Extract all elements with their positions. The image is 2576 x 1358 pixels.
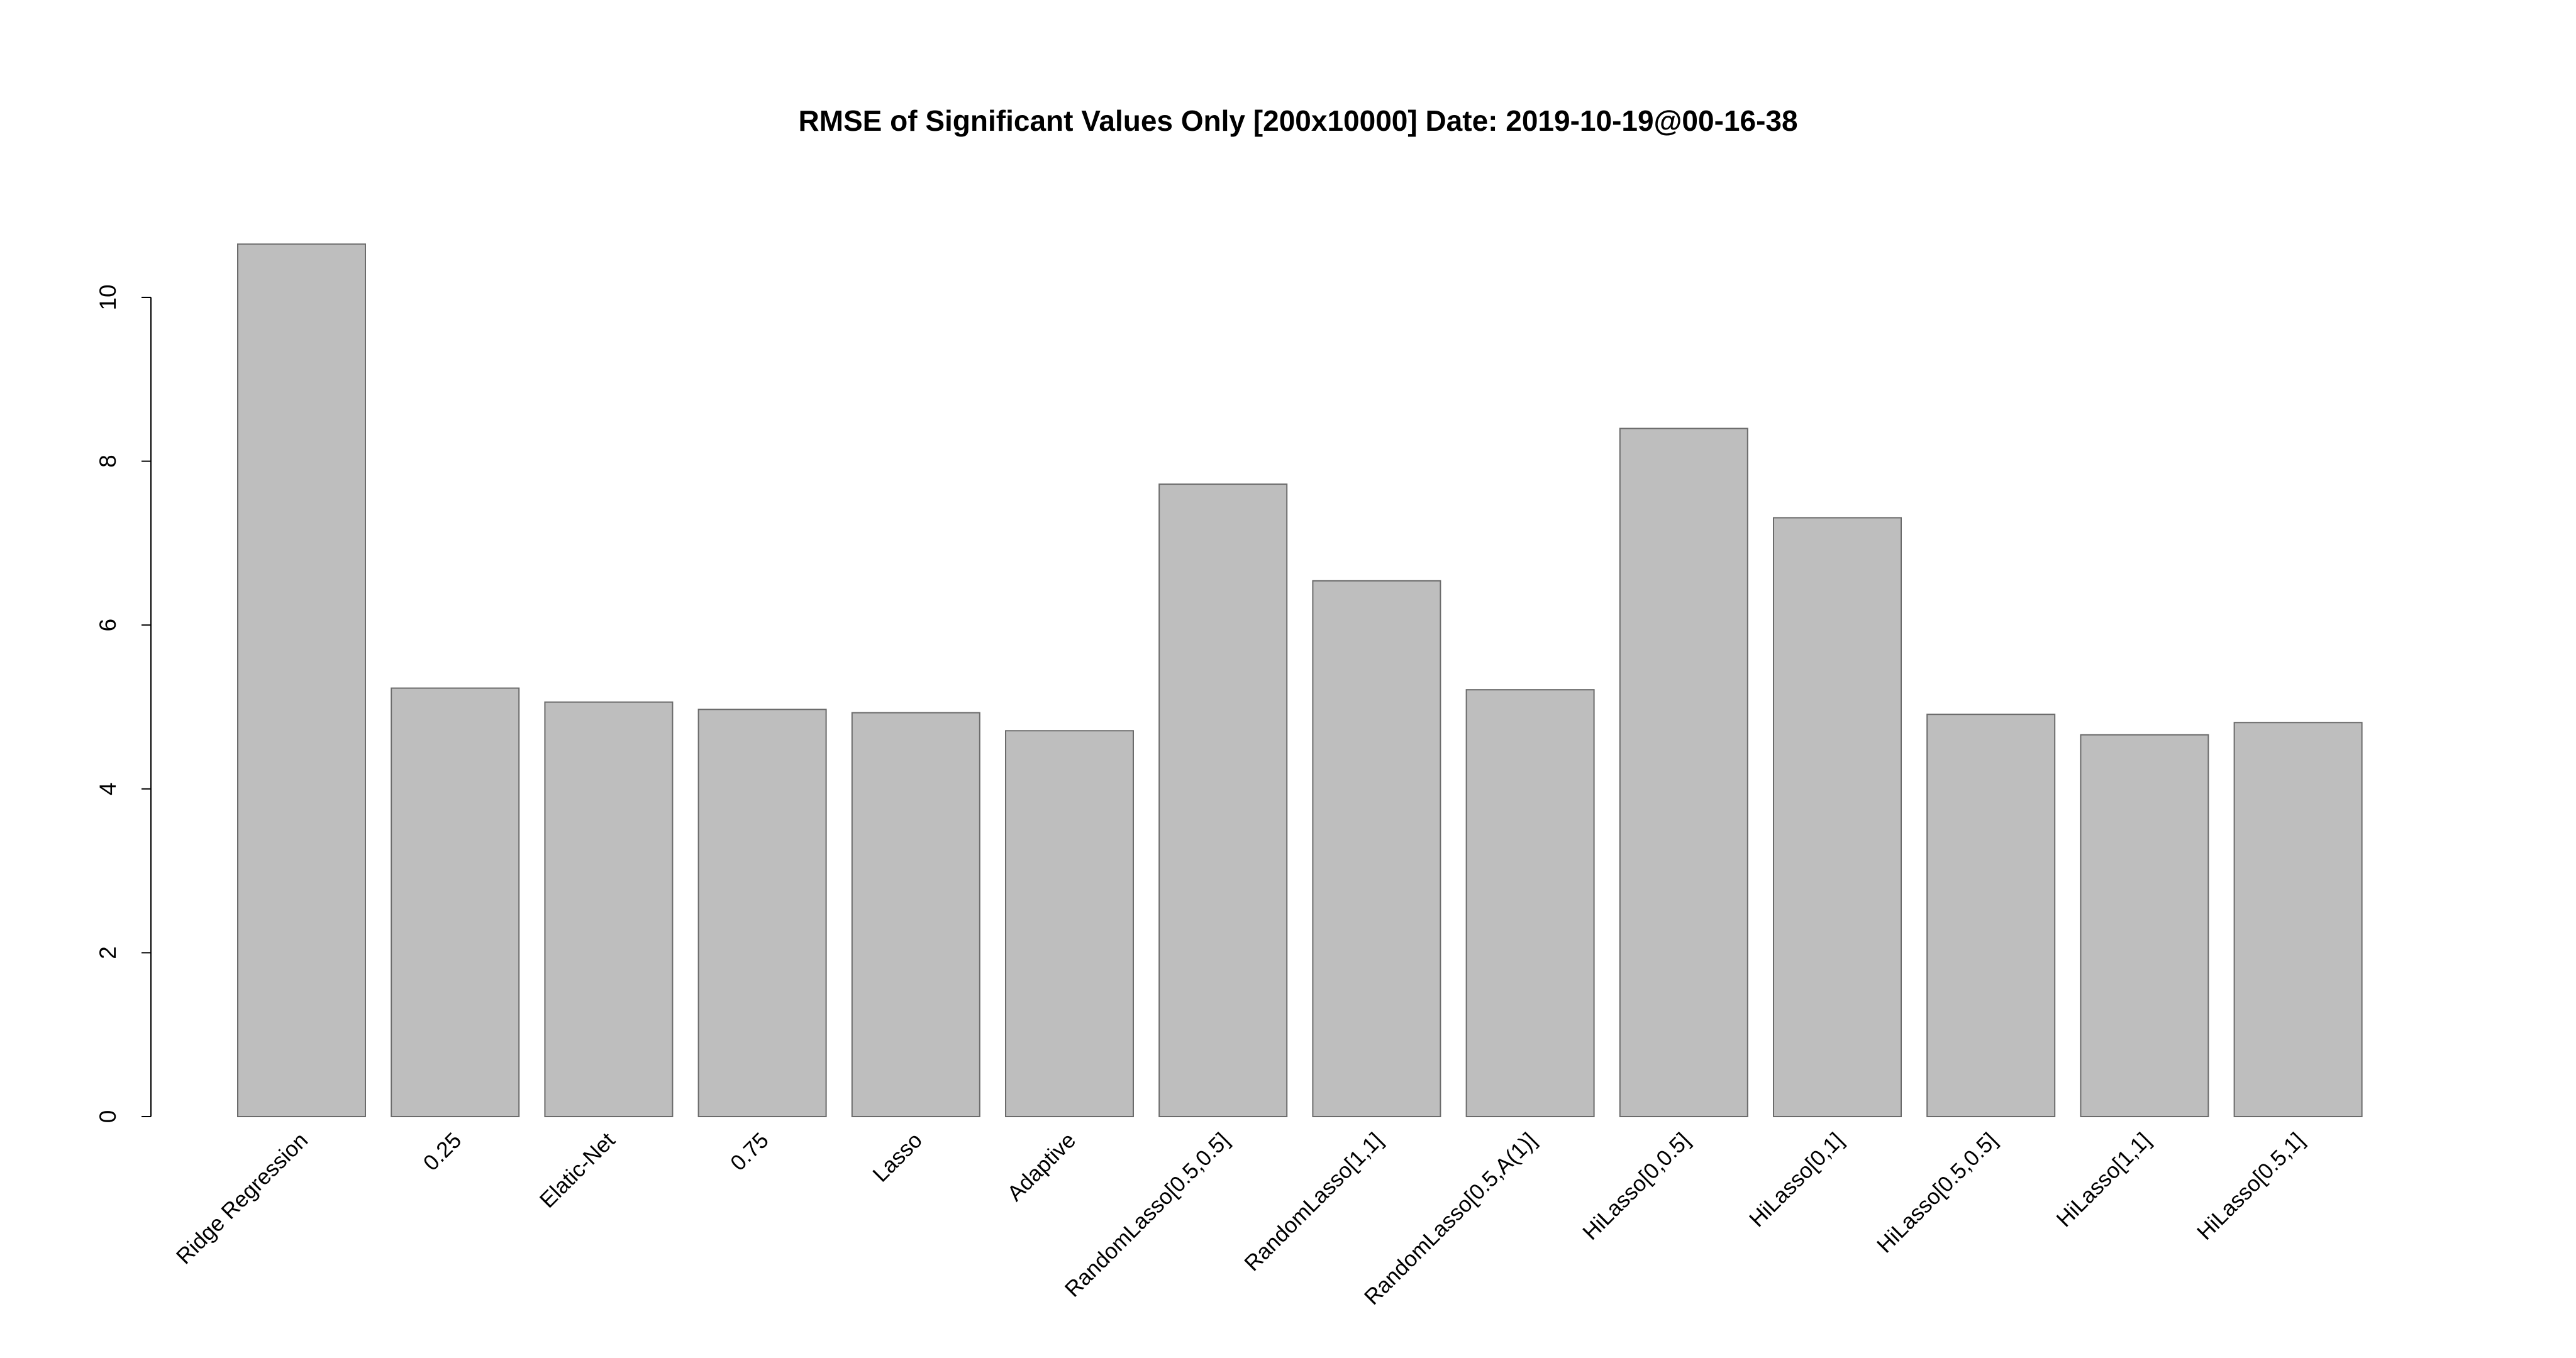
bar bbox=[851, 712, 980, 1117]
x-category-label: Elatic-Net bbox=[535, 1128, 620, 1213]
y-tick-label: 4 bbox=[95, 783, 121, 796]
x-category-label: HiLasso[0.5,0.5] bbox=[1872, 1128, 2002, 1257]
x-category-label: Lasso bbox=[868, 1128, 927, 1187]
y-tick-label: 2 bbox=[95, 946, 121, 959]
x-category-label: Ridge Regression bbox=[172, 1128, 313, 1269]
x-category-label: HiLasso[1,1] bbox=[2051, 1128, 2155, 1232]
x-category-label: HiLasso[0.5,1] bbox=[2192, 1128, 2309, 1245]
x-axis-labels: Ridge Regression 0.25 Elatic-Net 0.75 Lasso A… bbox=[172, 1128, 2309, 1310]
y-tick-label: 0 bbox=[95, 1110, 121, 1123]
bar bbox=[1619, 428, 1748, 1117]
bar bbox=[1465, 689, 1595, 1117]
bar bbox=[697, 709, 827, 1118]
x-category-label: RandomLasso[0.5,0.5] bbox=[1060, 1128, 1235, 1302]
x-category-label: RandomLasso[0.5,A(1)] bbox=[1360, 1128, 1541, 1310]
bar bbox=[1773, 517, 1902, 1117]
bar bbox=[1926, 714, 2056, 1118]
y-tick-label: 10 bbox=[95, 284, 121, 310]
x-category-label: HiLasso[0,1] bbox=[1745, 1128, 1848, 1232]
x-category-label: 0.25 bbox=[419, 1128, 467, 1176]
bar bbox=[1312, 580, 1441, 1117]
y-axis: 0 2 4 6 8 10 bbox=[95, 284, 152, 1123]
x-category-label: HiLasso[0,0.5] bbox=[1578, 1128, 1695, 1245]
x-category-label: 0.75 bbox=[726, 1128, 774, 1176]
bar bbox=[237, 243, 366, 1117]
bar bbox=[1005, 730, 1134, 1117]
bar bbox=[2080, 734, 2209, 1117]
chart-title: RMSE of Significant Values Only [200x100… bbox=[798, 104, 1797, 137]
y-tick-label: 6 bbox=[95, 619, 121, 632]
bar bbox=[1158, 483, 1288, 1117]
x-category-label: RandomLasso[1,1] bbox=[1240, 1128, 1387, 1276]
y-tick-label: 8 bbox=[95, 455, 121, 468]
x-category-label: Adaptive bbox=[1002, 1128, 1080, 1206]
bar bbox=[2233, 722, 2363, 1117]
bars-group bbox=[237, 243, 2363, 1118]
bar bbox=[391, 687, 520, 1117]
bar bbox=[544, 701, 674, 1117]
